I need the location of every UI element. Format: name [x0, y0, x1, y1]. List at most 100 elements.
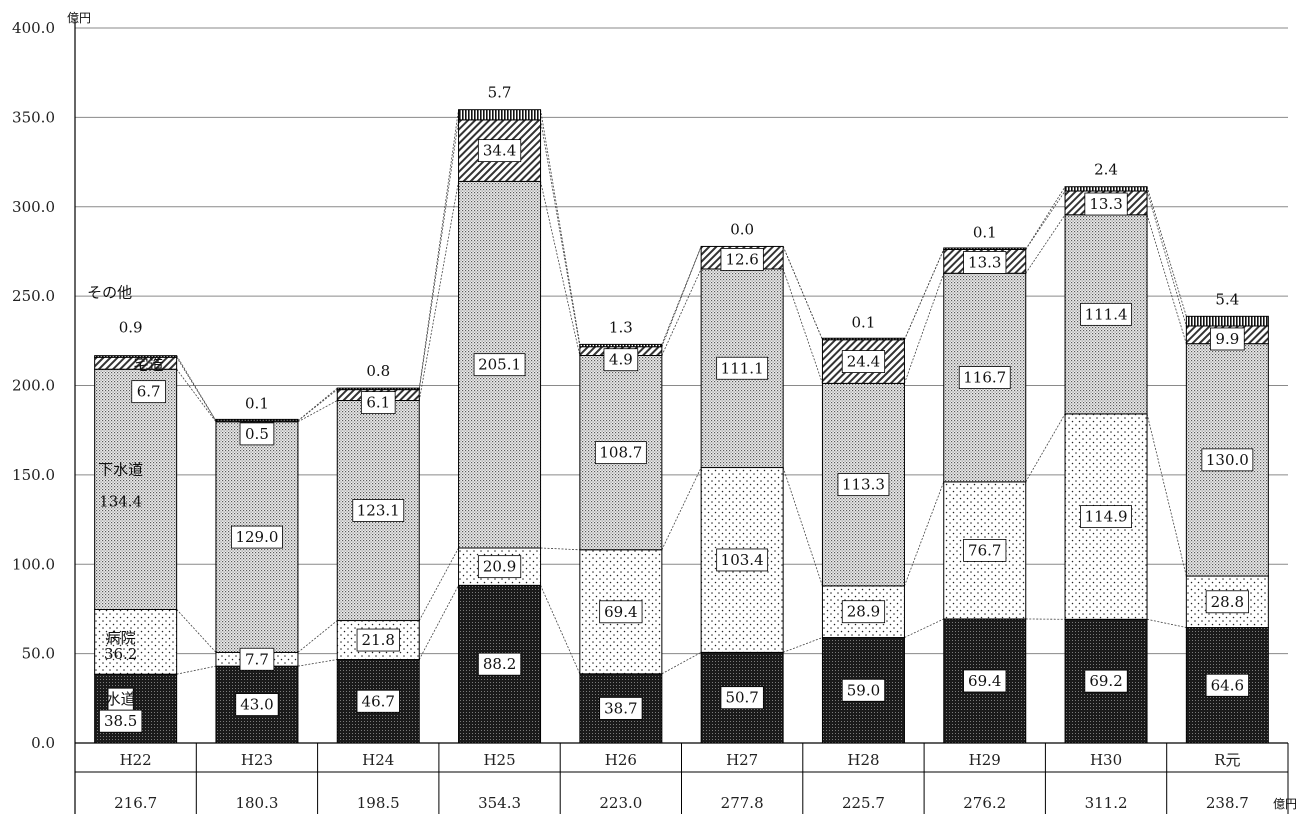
category-table: H22 216.7 H23 180.3 H24 198.5 H25 354.3 H26 223.0…	[74, 743, 1297, 814]
data-label: 116.7	[963, 369, 1006, 387]
data-label: 5.7	[488, 84, 512, 102]
data-label: 34.4	[483, 142, 516, 160]
data-label: 38.7	[604, 699, 637, 717]
connector-line	[297, 659, 338, 667]
connector-line	[1025, 186, 1066, 250]
total-label: 223.0	[599, 794, 642, 812]
x-tick-label: H25	[483, 751, 515, 769]
connector-line	[297, 620, 338, 653]
series-name-label: 宅造	[134, 356, 164, 374]
data-label-box	[477, 555, 522, 579]
data-label-box	[1080, 302, 1132, 326]
data-label: 108.7	[599, 444, 642, 462]
data-label: 0.1	[973, 223, 997, 241]
data-label: 6.7	[137, 383, 161, 401]
connector-line	[1146, 413, 1187, 577]
connector-line	[661, 246, 702, 347]
x-tick-label: H23	[241, 751, 273, 769]
connector-line	[782, 246, 823, 340]
data-label: 9.9	[1215, 330, 1239, 348]
y-tick-label: 0.0	[31, 734, 55, 752]
data-label: 0.1	[852, 314, 876, 332]
bar-segment	[1064, 186, 1148, 192]
data-label-box	[837, 473, 890, 497]
connector-line	[1025, 214, 1066, 274]
connector-line	[782, 467, 823, 587]
connector-line	[1025, 413, 1066, 483]
data-labels: 水道 38.5 36.2病院 下水道 134.4 宅造 6.7 その他 0.9 43.0 7.7 12…	[87, 84, 1254, 733]
data-label: 13.3	[968, 253, 1001, 271]
y-tick-label: 250.0	[12, 287, 55, 305]
data-label: 59.0	[847, 681, 880, 699]
data-label: 24.4	[847, 353, 880, 371]
data-label-box	[599, 600, 643, 624]
data-label: 20.9	[483, 558, 516, 576]
connector-line	[176, 665, 217, 675]
connector-line	[1146, 186, 1187, 317]
data-label: 130.0	[1206, 451, 1249, 469]
total-label: 277.8	[721, 794, 764, 812]
data-label: 69.2	[1089, 672, 1122, 690]
data-label: 0.5	[245, 425, 269, 443]
data-label: 28.8	[1211, 593, 1244, 611]
data-label-box	[477, 652, 522, 676]
data-label-box	[716, 356, 769, 380]
bar-segment	[458, 109, 542, 121]
data-label-box	[239, 422, 275, 446]
connector-line	[1146, 214, 1187, 344]
data-label: 28.9	[847, 603, 880, 621]
data-label: 21.8	[362, 631, 395, 649]
x-tick-label: H27	[726, 751, 758, 769]
data-label: 46.7	[362, 692, 395, 710]
connector-line	[418, 181, 459, 401]
data-label: 6.1	[366, 394, 390, 412]
connector-line	[540, 585, 581, 674]
data-label: 5.4	[1215, 290, 1239, 308]
data-label: 0.8	[366, 362, 390, 380]
x-tick-label: H29	[969, 751, 1001, 769]
data-label-box	[1080, 505, 1132, 529]
data-label: 43.0	[240, 696, 273, 714]
total-unit: 億円	[1273, 797, 1297, 811]
connector-line	[540, 109, 581, 345]
total-label: 276.2	[963, 794, 1006, 812]
connector-line	[661, 467, 702, 550]
data-label-box	[477, 139, 522, 163]
total-label: 198.5	[357, 794, 400, 812]
data-label-box	[841, 350, 886, 373]
data-label-box	[99, 709, 143, 733]
data-label-box	[360, 391, 396, 415]
total-label: 216.7	[114, 794, 157, 812]
x-tick-label: H30	[1090, 751, 1122, 769]
data-label: 205.1	[478, 356, 521, 374]
data-label-box	[958, 366, 1011, 389]
total-label: 311.2	[1085, 794, 1128, 812]
bar-segment	[821, 337, 905, 341]
connector-line	[176, 355, 217, 421]
data-label-box	[235, 693, 279, 716]
data-label-box	[963, 251, 1007, 274]
data-label-box	[963, 669, 1007, 693]
data-label-box	[131, 380, 166, 404]
connector-line	[782, 268, 823, 384]
y-tick-label: 300.0	[12, 198, 55, 216]
total-label: 225.7	[842, 794, 885, 812]
y-axis-unit: 億円	[67, 11, 91, 25]
data-label-box	[594, 441, 647, 465]
data-label: 12.6	[725, 250, 758, 268]
data-label-box	[473, 353, 526, 377]
x-tick-label: H28	[847, 751, 879, 769]
data-label-box	[841, 678, 886, 702]
data-label: 7.7	[245, 650, 269, 668]
data-label-box	[720, 686, 764, 710]
connector-line	[176, 368, 217, 423]
data-label: 69.4	[604, 603, 637, 621]
total-label: 180.3	[235, 794, 278, 812]
series-name-label: 下水道	[98, 460, 143, 478]
connector-line	[176, 609, 217, 653]
data-label-box	[1205, 590, 1249, 614]
data-label-box	[599, 697, 643, 720]
data-label-box	[239, 647, 275, 671]
data-label: 76.7	[968, 541, 1001, 559]
